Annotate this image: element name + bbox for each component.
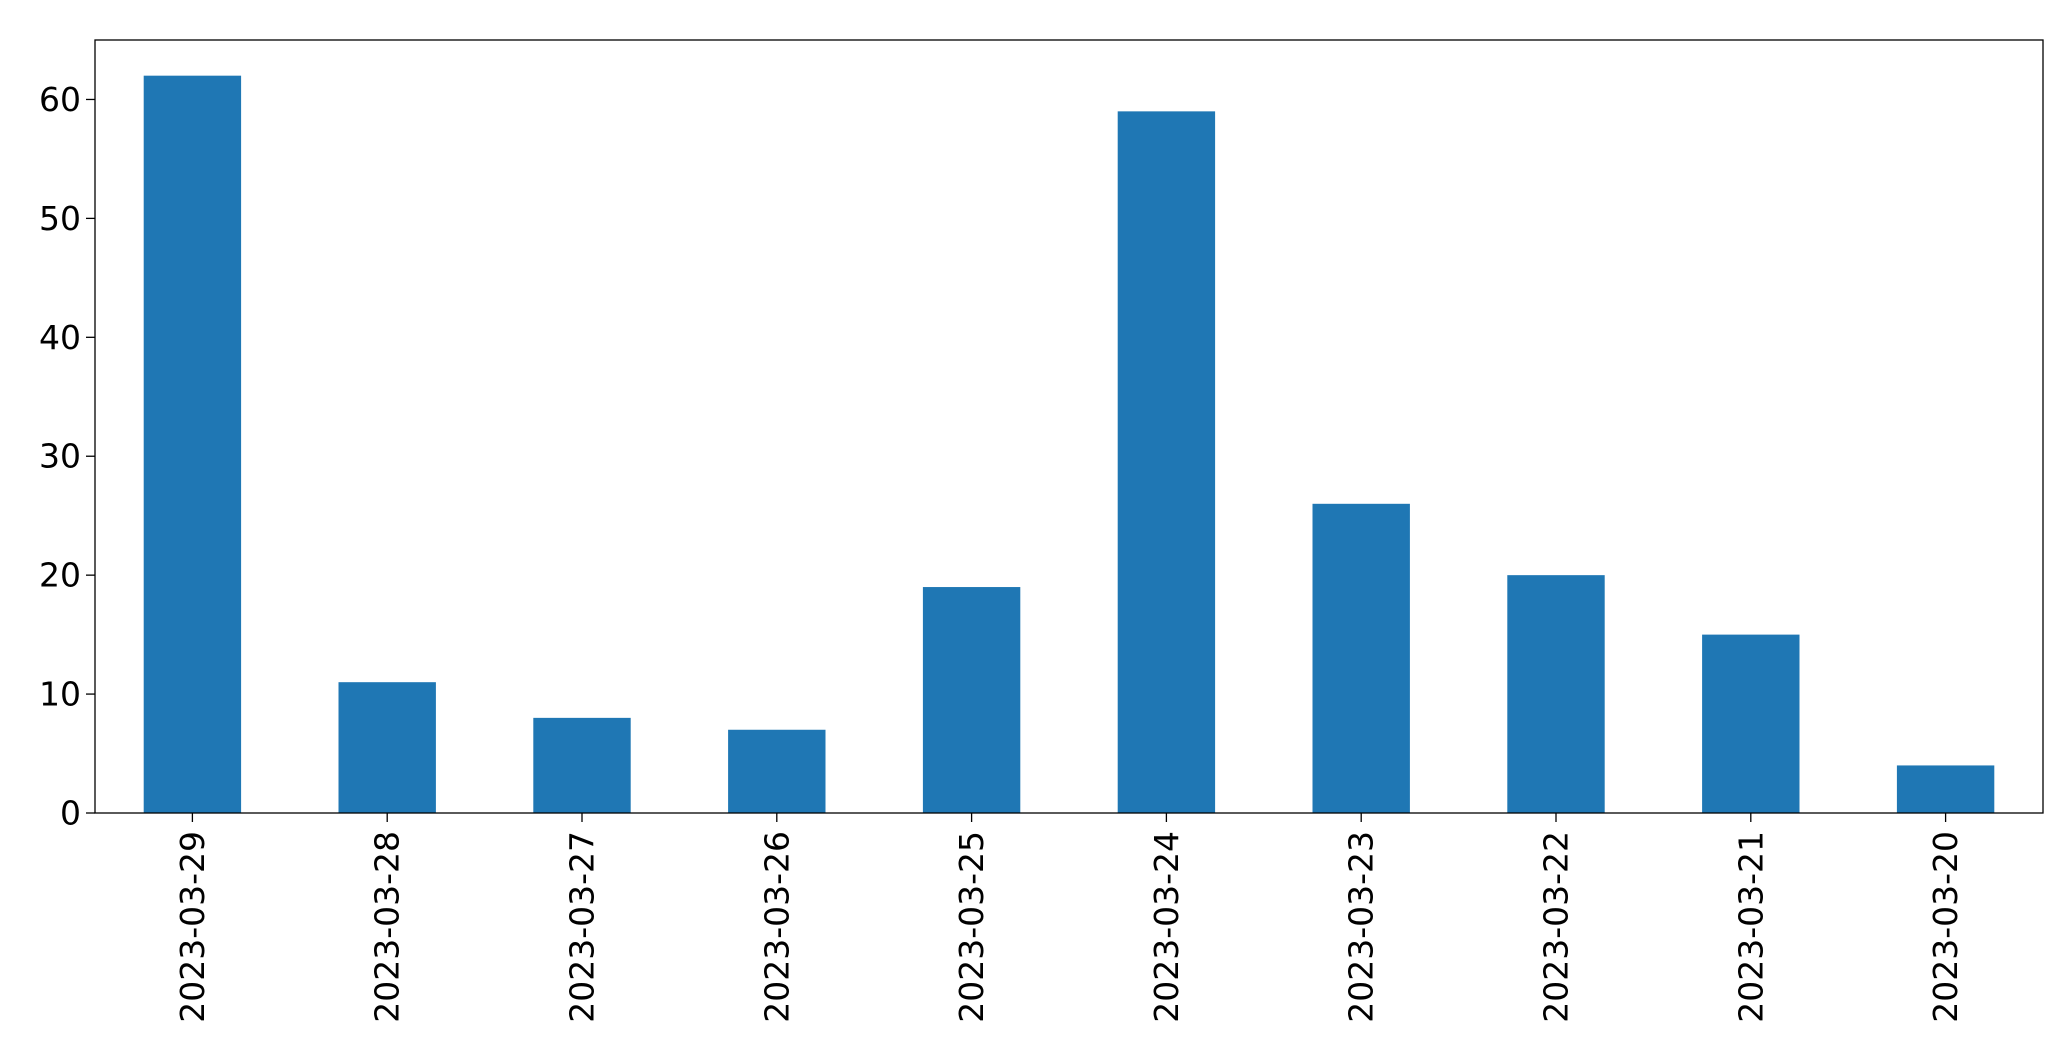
bar-2023-03-28: [338, 682, 436, 813]
x-tick-label: 2023-03-28: [368, 831, 407, 1023]
x-tick-label: 2023-03-22: [1537, 831, 1576, 1023]
y-tick-label: 40: [39, 318, 81, 357]
x-tick-label: 2023-03-29: [173, 831, 212, 1023]
bar-2023-03-25: [922, 587, 1021, 813]
x-tick-label: 2023-03-27: [563, 831, 602, 1023]
bar-2023-03-27: [533, 717, 631, 813]
y-tick-label: 50: [39, 199, 81, 238]
x-tick-label: 2023-03-26: [757, 831, 796, 1023]
x-tick-label: 2023-03-25: [952, 831, 991, 1023]
x-tick-label: 2023-03-24: [1147, 831, 1186, 1023]
bars-group: [143, 75, 1995, 814]
bar-2023-03-22: [1507, 575, 1605, 813]
y-tick-label: 10: [39, 675, 81, 714]
bar-2023-03-23: [1312, 503, 1410, 813]
bar-2023-03-24: [1117, 111, 1216, 814]
x-tick-label: 2023-03-21: [1731, 831, 1770, 1023]
y-tick-label: 30: [39, 437, 81, 476]
bar-2023-03-20: [1896, 765, 1995, 813]
x-tick-label: 2023-03-23: [1342, 831, 1381, 1023]
plot-frame: [94, 39, 2044, 814]
x-tick-label: 2023-03-20: [1926, 831, 1965, 1023]
x-axis: 2023-03-29 2023-03-28 2023-03-27 2023-03-26…: [173, 813, 1965, 1023]
y-tick-label: 0: [60, 794, 81, 833]
y-tick-label: 60: [39, 80, 81, 119]
bar-2023-03-26: [728, 729, 826, 813]
y-axis: 0 10 20 30 40 50 60: [39, 80, 95, 833]
bar-2023-03-21: [1702, 634, 1800, 813]
y-tick-label: 20: [39, 556, 81, 595]
bar-2023-03-29: [143, 75, 242, 813]
